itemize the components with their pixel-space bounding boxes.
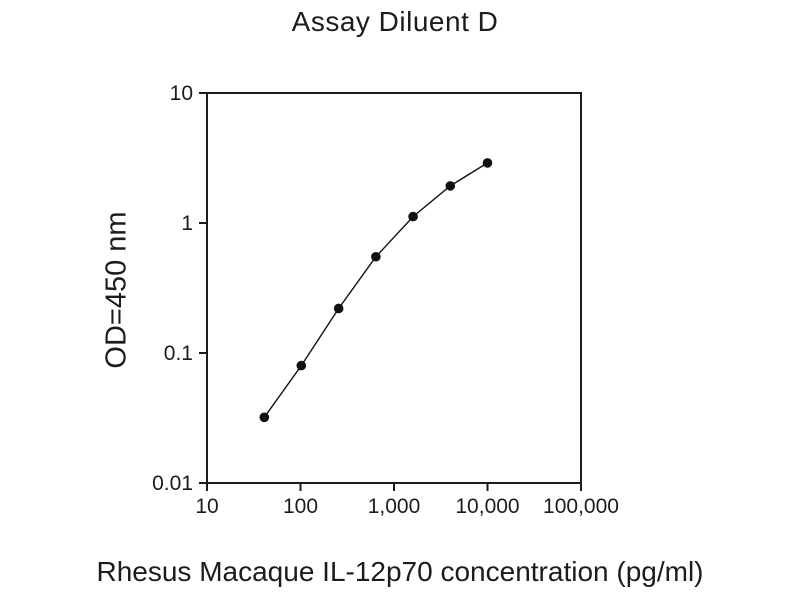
series-line [263, 162, 488, 418]
data-point [482, 158, 493, 168]
x-axis-tick-label: 1,000 [368, 495, 421, 518]
chart-title: Assay Diluent D [291, 6, 499, 37]
data-point [296, 360, 307, 371]
x-axis-tick-label: 100 [283, 495, 318, 518]
data-point [371, 251, 381, 262]
x-axis-tick-label: 10,000 [455, 495, 519, 518]
data-point [259, 412, 270, 423]
plot-frame [206, 92, 582, 484]
y-axis-tick-label: 10 [170, 82, 193, 105]
data-point [445, 181, 456, 191]
x-axis-tick-label: 100,000 [543, 495, 619, 518]
data-point [333, 303, 344, 314]
y-axis-tick-label: 0.1 [164, 342, 193, 365]
y-axis-tick-label: 0.01 [152, 472, 193, 495]
x-axis-label: Rhesus Macaque IL-12p70 concentration (p… [96, 556, 704, 587]
data-point [408, 211, 418, 222]
x-axis-tick-label: 10 [195, 495, 218, 518]
y-axis-tick-label: 1 [181, 212, 193, 235]
